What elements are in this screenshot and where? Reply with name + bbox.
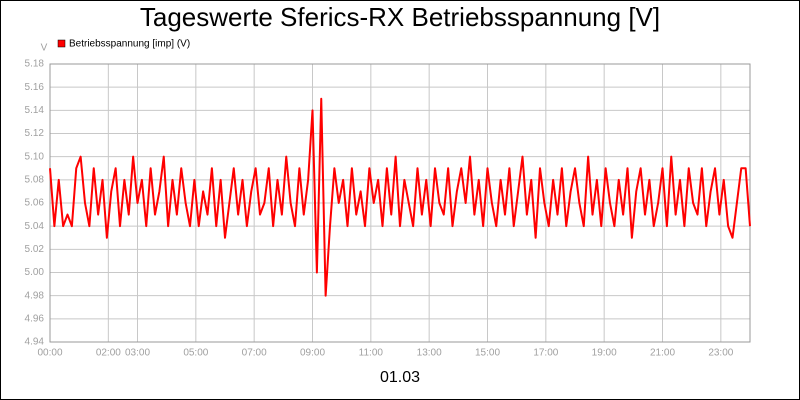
x-tick-label: 21:00 bbox=[650, 348, 675, 359]
legend-swatch bbox=[57, 39, 66, 48]
data-line bbox=[49, 97, 751, 297]
x-tick-label: 07:00 bbox=[242, 348, 267, 359]
y-tick-label: 5.04 bbox=[25, 221, 45, 232]
x-tick-label: 09:00 bbox=[300, 348, 325, 359]
x-tick-label: 13:00 bbox=[417, 348, 442, 359]
y-tick-label: 5.10 bbox=[25, 151, 45, 162]
x-tick-label: 19:00 bbox=[592, 348, 617, 359]
x-tick-label: 15:00 bbox=[475, 348, 500, 359]
x-tick-label: 17:00 bbox=[533, 348, 558, 359]
x-tick-label: 00:00 bbox=[37, 348, 62, 359]
y-tick-label: 4.96 bbox=[25, 313, 45, 324]
y-tick-label: 5.00 bbox=[25, 267, 45, 278]
y-tick-label: 5.18 bbox=[25, 59, 45, 70]
x-tick-label: 23:00 bbox=[708, 348, 733, 359]
y-tick-label: 5.14 bbox=[25, 105, 45, 116]
y-tick-label: 5.12 bbox=[25, 128, 45, 139]
chart-title: Tageswerte Sferics-RX Betriebsspannung [… bbox=[140, 2, 660, 32]
y-tick-label: 5.08 bbox=[25, 174, 45, 185]
x-tick-label: 05:00 bbox=[183, 348, 208, 359]
x-axis-title: 01.03 bbox=[380, 369, 420, 386]
y-tick-label: 4.98 bbox=[25, 290, 45, 301]
y-tick-label: 5.16 bbox=[25, 82, 45, 93]
y-axis-title: V bbox=[41, 43, 48, 54]
legend-label: Betriebsspannung [imp] (V) bbox=[69, 39, 190, 50]
y-tick-label: 5.02 bbox=[25, 244, 45, 255]
x-tick-label: 03:00 bbox=[125, 348, 150, 359]
x-tick-label: 02:00 bbox=[96, 348, 121, 359]
x-tick-label: 11:00 bbox=[359, 348, 384, 359]
y-tick-label: 5.06 bbox=[25, 198, 45, 209]
y-tick-label: 4.94 bbox=[25, 337, 45, 348]
plot-border bbox=[49, 63, 751, 343]
